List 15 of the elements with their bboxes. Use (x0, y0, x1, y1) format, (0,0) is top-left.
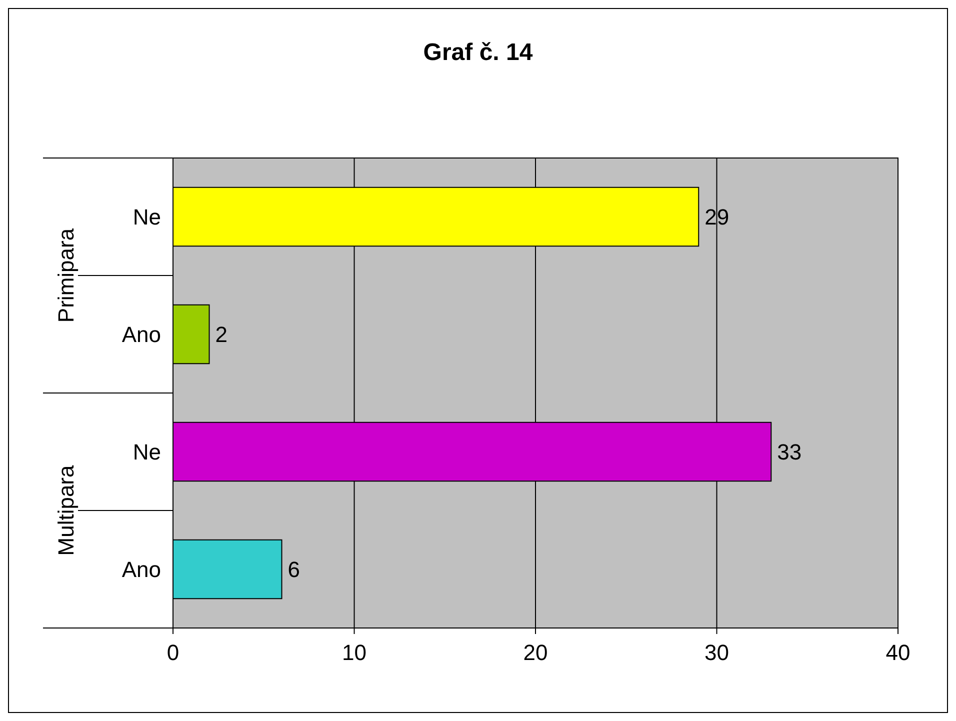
x-tick-label: 40 (886, 640, 910, 665)
data-label: 6 (288, 556, 300, 582)
y-tick-label: Ne (132, 439, 161, 464)
y-tick-label: Ne (132, 204, 161, 230)
x-tick-label: 20 (523, 640, 548, 665)
data-label: 2 (215, 322, 228, 347)
data-label: 33 (777, 439, 802, 464)
y-tick-label: Ano (122, 322, 161, 347)
y-tick-label: Ano (122, 556, 161, 582)
text: Multipara (54, 464, 79, 556)
text: Primipara (54, 228, 79, 323)
x-tick-label: 10 (342, 640, 366, 665)
x-tick-label: 30 (704, 640, 729, 665)
x-tick-label: 0 (166, 640, 180, 665)
chart-title: Graf č. 14 (423, 39, 534, 66)
